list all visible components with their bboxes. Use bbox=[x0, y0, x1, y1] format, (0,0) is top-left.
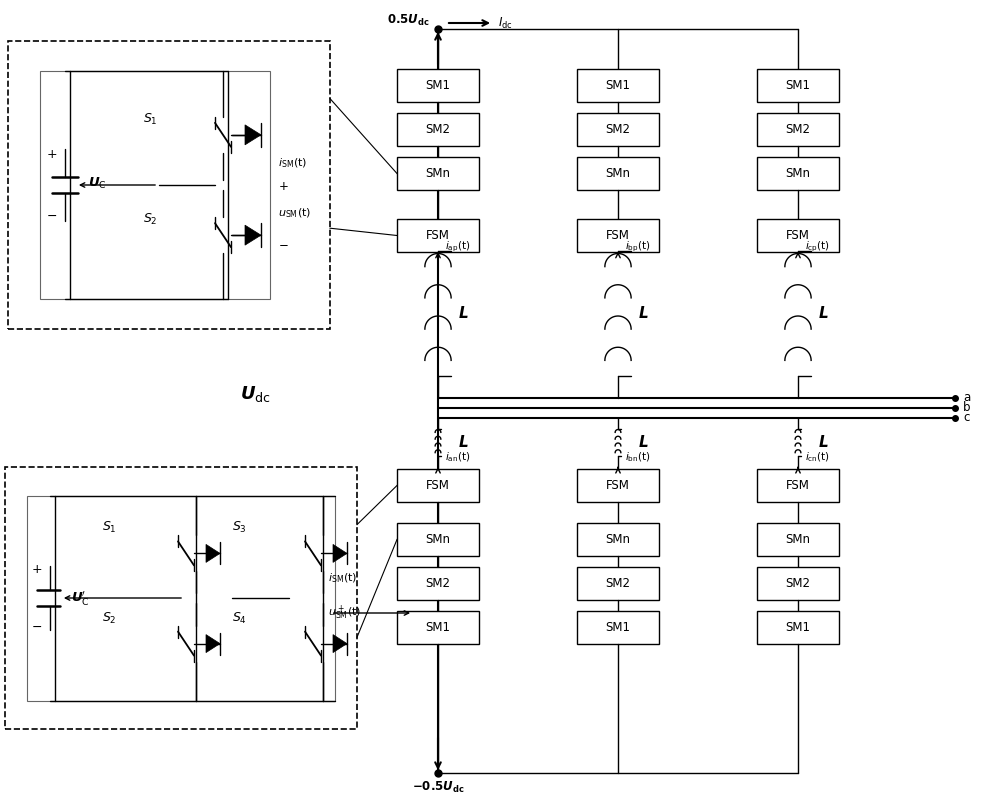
Text: $i_\mathrm{cp}(\mathrm{t})$: $i_\mathrm{cp}(\mathrm{t})$ bbox=[805, 239, 830, 254]
Text: +: + bbox=[32, 563, 42, 577]
Text: SM2: SM2 bbox=[606, 123, 631, 136]
Text: SM1: SM1 bbox=[426, 621, 450, 634]
Text: SM1: SM1 bbox=[786, 79, 810, 92]
Text: SMn: SMn bbox=[426, 167, 450, 180]
Text: SM1: SM1 bbox=[606, 621, 631, 634]
FancyBboxPatch shape bbox=[397, 611, 479, 644]
FancyBboxPatch shape bbox=[397, 69, 479, 102]
Text: SM2: SM2 bbox=[426, 577, 450, 590]
Text: SM1: SM1 bbox=[426, 79, 450, 92]
FancyBboxPatch shape bbox=[757, 567, 839, 600]
FancyBboxPatch shape bbox=[757, 523, 839, 556]
Text: a: a bbox=[963, 392, 970, 405]
Text: $\boldsymbol{S_1}$: $\boldsymbol{S_1}$ bbox=[102, 521, 116, 536]
FancyBboxPatch shape bbox=[577, 113, 659, 146]
FancyBboxPatch shape bbox=[757, 113, 839, 146]
Text: FSM: FSM bbox=[426, 479, 450, 492]
Text: $-$: $-$ bbox=[46, 208, 58, 222]
Text: $i_\mathrm{an}(\mathrm{t})$: $i_\mathrm{an}(\mathrm{t})$ bbox=[445, 451, 470, 465]
Text: $i_\mathrm{SM}(\mathrm{t})$: $i_\mathrm{SM}(\mathrm{t})$ bbox=[328, 571, 357, 585]
FancyBboxPatch shape bbox=[397, 113, 479, 146]
Text: SMn: SMn bbox=[786, 533, 810, 546]
Text: $I_\mathrm{dc}$: $I_\mathrm{dc}$ bbox=[498, 15, 513, 30]
FancyBboxPatch shape bbox=[397, 567, 479, 600]
Text: $u_\mathrm{SM}^+(\mathrm{t})$: $u_\mathrm{SM}^+(\mathrm{t})$ bbox=[328, 604, 361, 622]
Text: $\boldsymbol{S_2}$: $\boldsymbol{S_2}$ bbox=[102, 610, 116, 626]
Text: $\boldsymbol{S_2}$: $\boldsymbol{S_2}$ bbox=[143, 212, 158, 227]
Polygon shape bbox=[206, 634, 220, 653]
Polygon shape bbox=[245, 225, 261, 245]
Text: SMn: SMn bbox=[786, 167, 810, 180]
FancyBboxPatch shape bbox=[8, 41, 330, 329]
Text: c: c bbox=[963, 412, 969, 425]
Text: SMn: SMn bbox=[426, 533, 450, 546]
Text: FSM: FSM bbox=[786, 479, 810, 492]
FancyBboxPatch shape bbox=[577, 469, 659, 502]
FancyBboxPatch shape bbox=[757, 611, 839, 644]
Text: SM2: SM2 bbox=[606, 577, 631, 590]
FancyBboxPatch shape bbox=[27, 496, 335, 701]
FancyBboxPatch shape bbox=[577, 69, 659, 102]
Text: SMn: SMn bbox=[606, 533, 631, 546]
Text: FSM: FSM bbox=[786, 229, 810, 242]
FancyBboxPatch shape bbox=[577, 219, 659, 252]
FancyBboxPatch shape bbox=[757, 219, 839, 252]
FancyBboxPatch shape bbox=[577, 567, 659, 600]
Text: SM1: SM1 bbox=[606, 79, 631, 92]
FancyBboxPatch shape bbox=[397, 523, 479, 556]
Polygon shape bbox=[245, 125, 261, 145]
FancyBboxPatch shape bbox=[40, 71, 270, 299]
Text: $i_\mathrm{SM}(\mathrm{t})$: $i_\mathrm{SM}(\mathrm{t})$ bbox=[278, 156, 307, 170]
Text: $\boldsymbol{U}_\mathrm{C}$: $\boldsymbol{U}_\mathrm{C}$ bbox=[88, 175, 107, 191]
FancyBboxPatch shape bbox=[577, 157, 659, 190]
FancyBboxPatch shape bbox=[397, 157, 479, 190]
FancyBboxPatch shape bbox=[757, 69, 839, 102]
Text: SM2: SM2 bbox=[426, 123, 450, 136]
Text: $\boldsymbol{L}$: $\boldsymbol{L}$ bbox=[638, 434, 649, 450]
FancyBboxPatch shape bbox=[757, 469, 839, 502]
Text: SMn: SMn bbox=[606, 167, 631, 180]
Text: FSM: FSM bbox=[426, 229, 450, 242]
Polygon shape bbox=[333, 545, 347, 562]
Text: $+$: $+$ bbox=[278, 180, 289, 194]
FancyBboxPatch shape bbox=[577, 523, 659, 556]
FancyBboxPatch shape bbox=[397, 469, 479, 502]
FancyBboxPatch shape bbox=[397, 219, 479, 252]
Text: $\boldsymbol{L}$: $\boldsymbol{L}$ bbox=[638, 305, 649, 321]
Text: $\boldsymbol{S_3}$: $\boldsymbol{S_3}$ bbox=[232, 521, 246, 536]
Text: $\boldsymbol{L}$: $\boldsymbol{L}$ bbox=[458, 305, 469, 321]
Text: $\boldsymbol{U}_\mathrm{dc}$: $\boldsymbol{U}_\mathrm{dc}$ bbox=[240, 384, 270, 404]
Text: $i_\mathrm{cn}(\mathrm{t})$: $i_\mathrm{cn}(\mathrm{t})$ bbox=[805, 451, 830, 465]
Text: $i_\mathrm{ap}(\mathrm{t})$: $i_\mathrm{ap}(\mathrm{t})$ bbox=[445, 239, 470, 254]
FancyBboxPatch shape bbox=[5, 467, 357, 729]
FancyBboxPatch shape bbox=[757, 157, 839, 190]
Text: $-$: $-$ bbox=[278, 236, 289, 249]
Text: SM1: SM1 bbox=[786, 621, 810, 634]
Polygon shape bbox=[206, 545, 220, 562]
Text: $\mathbf{0.5}\boldsymbol{U}_\mathbf{dc}$: $\mathbf{0.5}\boldsymbol{U}_\mathbf{dc}$ bbox=[387, 13, 430, 28]
Text: +: + bbox=[47, 148, 57, 162]
Text: SM2: SM2 bbox=[786, 577, 810, 590]
Text: $i_\mathrm{bn}(\mathrm{t})$: $i_\mathrm{bn}(\mathrm{t})$ bbox=[625, 451, 651, 465]
Text: $u_\mathrm{SM}(\mathrm{t})$: $u_\mathrm{SM}(\mathrm{t})$ bbox=[278, 206, 311, 219]
Text: $\boldsymbol{L}$: $\boldsymbol{L}$ bbox=[458, 434, 469, 450]
Text: $-$: $-$ bbox=[31, 619, 43, 633]
Text: SM2: SM2 bbox=[786, 123, 810, 136]
Text: b: b bbox=[963, 401, 971, 414]
Text: FSM: FSM bbox=[606, 229, 630, 242]
Text: $\boldsymbol{S_4}$: $\boldsymbol{S_4}$ bbox=[232, 610, 246, 626]
Text: $\boldsymbol{S_1}$: $\boldsymbol{S_1}$ bbox=[143, 112, 158, 127]
Text: $\mathbf{-0.5}\boldsymbol{U}_\mathbf{dc}$: $\mathbf{-0.5}\boldsymbol{U}_\mathbf{dc}… bbox=[412, 780, 464, 795]
Polygon shape bbox=[333, 634, 347, 653]
Text: FSM: FSM bbox=[606, 479, 630, 492]
Text: $\boldsymbol{L}$: $\boldsymbol{L}$ bbox=[818, 305, 829, 321]
FancyBboxPatch shape bbox=[577, 611, 659, 644]
Text: $\boldsymbol{U}_\mathrm{C}'$: $\boldsymbol{U}_\mathrm{C}'$ bbox=[71, 589, 90, 607]
Text: $\boldsymbol{L}$: $\boldsymbol{L}$ bbox=[818, 434, 829, 450]
Text: $i_\mathrm{bp}(\mathrm{t})$: $i_\mathrm{bp}(\mathrm{t})$ bbox=[625, 239, 651, 254]
